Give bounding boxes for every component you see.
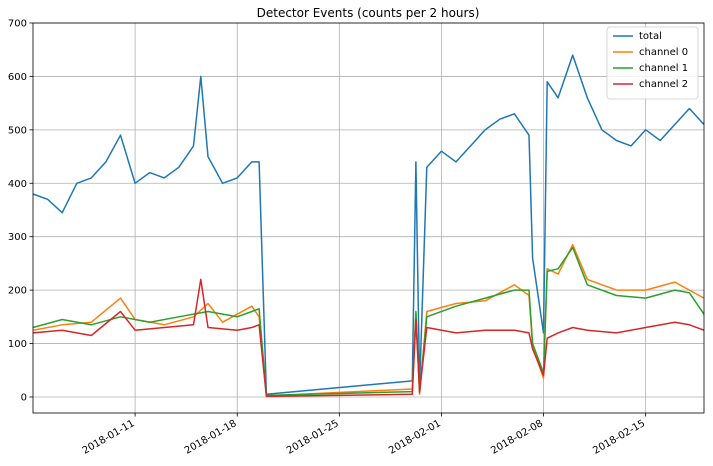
plot-area-frame (32, 22, 705, 414)
y-axis-ticks: 0 100 200 300 400 500 600 700 (8, 19, 33, 403)
y-tick-label: 700 (8, 19, 27, 30)
y-tick-label: 200 (8, 286, 27, 297)
legend-box (606, 26, 699, 100)
chart-title: Detector Events (counts per 2 hours) (257, 6, 480, 20)
y-tick-label: 500 (8, 125, 27, 136)
series-line-channel-2 (32, 278, 705, 398)
y-tick-label: 600 (8, 72, 27, 83)
y-tick-label: 0 (21, 392, 27, 403)
series-line-channel-0 (32, 243, 705, 397)
y-tick-label: 300 (8, 232, 27, 243)
legend-label: total (639, 31, 662, 42)
y-tick-label: 400 (8, 179, 27, 190)
grid (33, 22, 704, 413)
legend: total channel 0 channel 1 channel 2 (606, 26, 699, 100)
legend-label: channel 1 (639, 63, 688, 74)
series-line-channel-1 (32, 246, 705, 397)
series-line-total (32, 54, 705, 396)
series-lines (32, 54, 705, 398)
legend-label: channel 0 (639, 47, 688, 58)
y-tick-label: 100 (8, 339, 27, 350)
legend-label: channel 2 (639, 79, 688, 90)
